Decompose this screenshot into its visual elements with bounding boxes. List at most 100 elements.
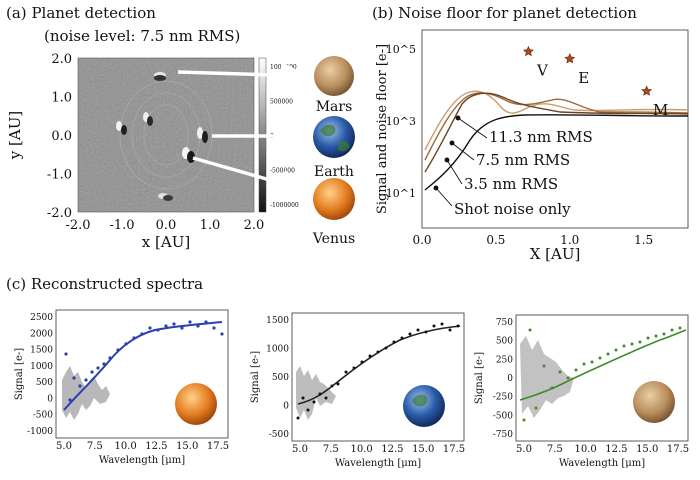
panel-a-y-tick: 1.0: [51, 91, 72, 106]
spectrum-y-tick: 1500: [266, 316, 289, 326]
spectrum-y-tick: -250: [493, 393, 513, 403]
spectrum-x-tick: 5.0: [516, 444, 532, 455]
panel-c-title: (c) Reconstructed spectra: [6, 275, 203, 293]
points-venus: [64, 320, 224, 402]
spectrum-ylabel: Signal [e-]: [14, 348, 25, 400]
panel-a-x-tick: 1.0: [200, 218, 221, 233]
panel-b-ylabel: Signal and noise floor [e-]: [375, 44, 390, 214]
fit-venus: [63, 321, 223, 411]
spectrum-x-tick: 17.5: [207, 441, 229, 452]
spectrum-y-tick: 250: [496, 355, 513, 365]
panel-b-x-tick: 1.5: [634, 233, 653, 247]
planet-marker-e: [564, 53, 576, 64]
panel-b-xlabel: X [AU]: [530, 245, 581, 263]
spectrum-x-tick: 5.0: [56, 441, 72, 452]
colorbar-tick: 500000: [270, 99, 293, 106]
spectrum-x-tick: 10.0: [574, 444, 596, 455]
curve-label: 3.5 nm RMS: [464, 175, 558, 193]
spectrum-mars: [515, 314, 689, 442]
panel-a-y-tick: 0.0: [51, 129, 72, 144]
earth-label: Earth: [314, 164, 354, 180]
spectrum-x-tick: 12.5: [381, 444, 403, 455]
spectrum-y-tick: 1000: [266, 345, 289, 355]
panel-a-label: (a): [6, 4, 27, 22]
spectrum-y-tick: 500: [496, 337, 513, 347]
panel-a-x-tick: -2.0: [65, 218, 90, 233]
venus-thumbnail: [175, 383, 217, 425]
panel-a-title: (a) Planet detection: [6, 4, 156, 22]
spectrum-xlabel: Wavelength [μm]: [99, 455, 185, 466]
spectrum-xlabel: Wavelength [μm]: [335, 458, 421, 469]
panel-b-x-tick: 0.5: [486, 233, 505, 247]
spectrum-y-tick: -500: [269, 430, 289, 440]
noise-band-earth: [296, 366, 336, 420]
curve-7-5nm: [424, 92, 689, 161]
mars-thumbnail: [633, 381, 675, 423]
spectrum-x-tick: 7.5: [87, 441, 103, 452]
noise-band-venus: [62, 366, 110, 420]
panel-a-y-tick: -2.0: [47, 206, 72, 221]
panel-a-subtitle: (noise level: 7.5 nm RMS): [44, 27, 241, 45]
spectrum-x-tick: 15.0: [176, 441, 198, 452]
panel-b-x-tick: 1.0: [560, 233, 579, 247]
spectrum-x-tick: 12.5: [145, 441, 167, 452]
spectrum-x-tick: 15.0: [412, 444, 434, 455]
curve-11-3nm: [424, 90, 689, 151]
planet-marker-label: V: [536, 62, 549, 80]
spectrum-y-tick: 2000: [30, 329, 53, 339]
venus-icon: [313, 178, 355, 220]
spectrum-y-tick: 0: [507, 374, 513, 384]
spectrum-xlabel: Wavelength [μm]: [559, 458, 645, 469]
points-mars: [522, 326, 682, 422]
panel-a-x-tick: 0.0: [156, 218, 177, 233]
planet-arrows: [177, 61, 309, 197]
panel-b-y-tick: 10^3: [386, 115, 416, 128]
mars-icon: [314, 56, 354, 96]
panel-b-title: (b) Noise floor for planet detection: [372, 4, 637, 22]
spectrum-y-tick: 500: [272, 373, 289, 383]
curve-label: 7.5 nm RMS: [476, 151, 570, 169]
panel-b-x-tick: 0.0: [412, 233, 431, 247]
mars-arrow: [177, 61, 309, 90]
venus-label: Venus: [312, 231, 355, 247]
planet-marker-m: [641, 85, 653, 96]
earth-thumbnail: [403, 385, 445, 427]
curve-label: Shot noise only: [454, 200, 571, 218]
spectrum-y-tick: 2500: [30, 313, 53, 323]
panel-b-y-tick: 10^1: [386, 187, 416, 200]
noise-floor-axes: [421, 29, 689, 229]
noise-band-mars: [520, 336, 574, 418]
points-earth: [296, 322, 460, 420]
fit-mars: [519, 329, 687, 401]
spectrum-x-tick: 10.0: [350, 444, 372, 455]
curve-pointers: [433, 115, 488, 207]
panel-a-y-tick: -1.0: [47, 168, 72, 183]
panel-b-label: (b): [372, 4, 394, 22]
curve-label: 11.3 nm RMS: [489, 128, 593, 146]
panel-b-title-text: Noise floor for planet detection: [398, 4, 637, 22]
spectrum-y-tick: -750: [493, 430, 513, 440]
spectrum-x-tick: 7.5: [323, 444, 339, 455]
detection-map: [77, 57, 255, 213]
curve-3-5nm: [424, 92, 689, 173]
spectrum-x-tick: 5.0: [292, 444, 308, 455]
spectrum-x-tick: 17.5: [443, 444, 465, 455]
panel-c-label: (c): [6, 275, 27, 293]
spectrum-x-tick: 15.0: [636, 444, 658, 455]
spectrum-venus: [55, 309, 229, 439]
panel-a-ylabel: y [AU]: [6, 111, 24, 160]
panel-a-y-tick: 2.0: [51, 52, 72, 67]
panel-b-y-tick: 10^5: [386, 43, 416, 56]
planet-blobs: [116, 72, 208, 201]
venus-arrow: [192, 156, 309, 197]
planet-marker-label: M: [653, 101, 668, 119]
mars-label: Mars: [316, 99, 353, 115]
spectrum-y-tick: 500: [36, 378, 53, 388]
spectrum-y-tick: 750: [496, 318, 513, 328]
spectrum-y-tick: 1000: [30, 362, 53, 372]
spectrum-y-tick: 1500: [30, 346, 53, 356]
spectrum-x-tick: 10.0: [114, 441, 136, 452]
colorbar-tick: -1000000: [270, 202, 299, 209]
